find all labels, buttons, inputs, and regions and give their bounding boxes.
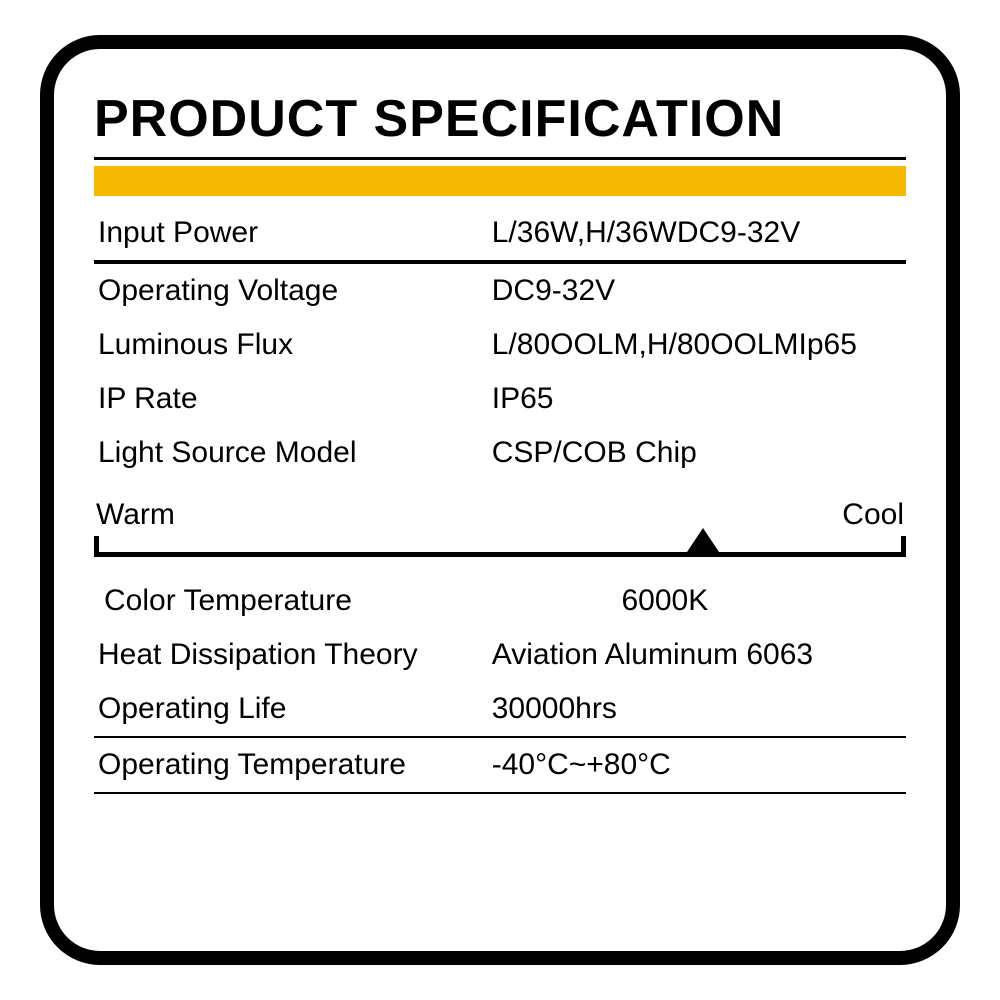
accent-bar: [94, 166, 906, 196]
spec-label: Input Power: [94, 216, 484, 250]
scale-warm-label: Warm: [96, 498, 175, 532]
page-title: PRODUCT SPECIFICATION: [94, 89, 906, 149]
spec-row: Heat Dissipation Theory Aviation Aluminu…: [94, 628, 906, 682]
spec-card: PRODUCT SPECIFICATION Input Power L/36W,…: [40, 35, 960, 965]
spec-value: IP65: [484, 382, 906, 416]
scale-tick-right: [901, 536, 906, 557]
spec-row: Operating Voltage DC9-32V: [94, 264, 906, 318]
spec-row: Luminous Flux L/80OOLM,H/80OOLMIp65: [94, 318, 906, 372]
spec-label: Heat Dissipation Theory: [94, 638, 484, 672]
spec-value: DC9-32V: [484, 274, 906, 308]
scale-labels: Warm Cool: [94, 498, 906, 532]
spec-row: Operating Temperature -40°C~+80°C: [94, 738, 906, 792]
spec-label: Operating Temperature: [94, 748, 484, 782]
spec-value: L/36W,H/36WDC9-32V: [484, 216, 906, 250]
scale-cool-label: Cool: [842, 498, 904, 532]
spec-label: Light Source Model: [94, 436, 484, 470]
spec-row: IP Rate IP65: [94, 372, 906, 426]
temperature-scale: [94, 536, 906, 570]
spec-value: Aviation Aluminum 6063: [484, 638, 906, 672]
spec-value: 6000K: [484, 584, 906, 618]
spec-label: Operating Voltage: [94, 274, 484, 308]
spec-label: Luminous Flux: [94, 328, 484, 362]
color-temp-row: Color Temperature 6000K: [94, 570, 906, 628]
spec-label: Operating Life: [94, 692, 484, 726]
spec-row: Input Power L/36W,H/36WDC9-32V: [94, 206, 906, 260]
divider: [94, 792, 906, 794]
spec-value: -40°C~+80°C: [484, 748, 906, 782]
spec-label: Color Temperature: [94, 584, 484, 618]
title-underline: [94, 157, 906, 160]
spec-row: Operating Life 30000hrs: [94, 682, 906, 736]
spec-row: Light Source Model CSP/COB Chip: [94, 426, 906, 480]
spec-value: CSP/COB Chip: [484, 436, 906, 470]
scale-line: [94, 552, 906, 557]
scale-marker-icon: [687, 528, 719, 552]
spec-value: L/80OOLM,H/80OOLMIp65: [484, 328, 906, 362]
spec-label: IP Rate: [94, 382, 484, 416]
spec-value: 30000hrs: [484, 692, 906, 726]
